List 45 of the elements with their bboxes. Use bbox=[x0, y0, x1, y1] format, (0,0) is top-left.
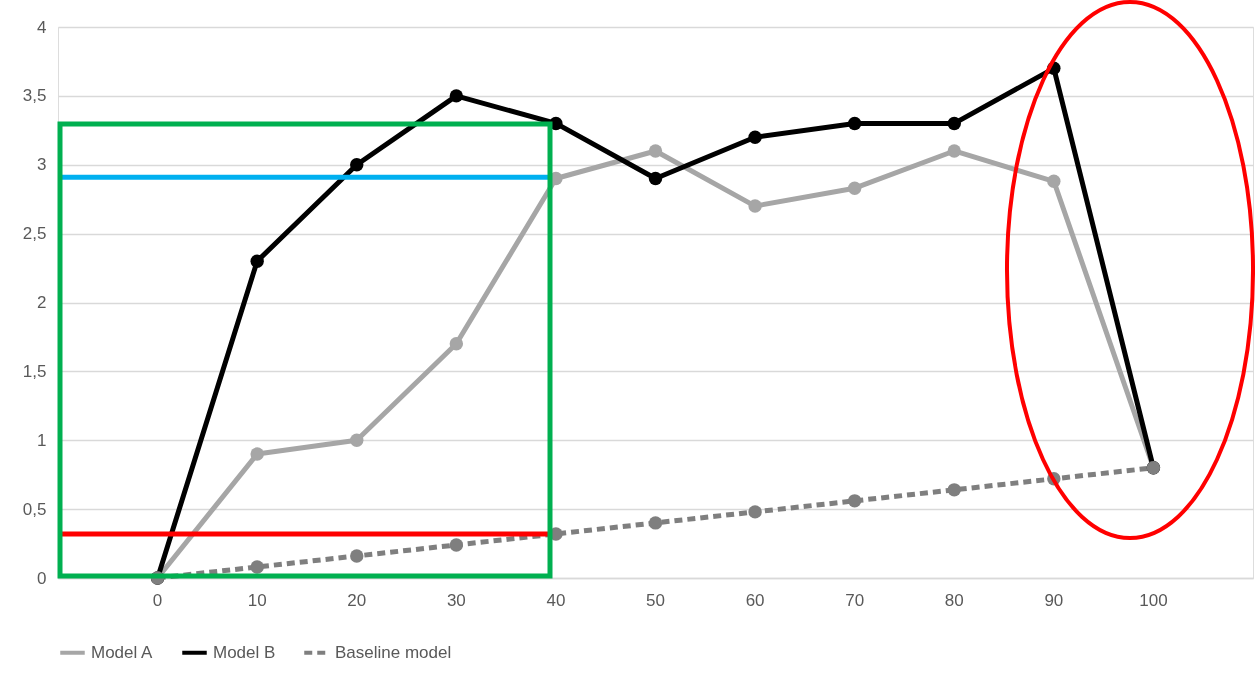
x-tick-label: 0 bbox=[152, 590, 163, 610]
point bbox=[847, 494, 862, 508]
point bbox=[648, 171, 663, 186]
point bbox=[748, 199, 762, 213]
x-tick-label: 40 bbox=[546, 590, 566, 610]
point bbox=[350, 433, 364, 447]
legend-label: Baseline model bbox=[335, 642, 452, 662]
y-tick-label: 3 bbox=[37, 155, 47, 175]
legend-label: Model B bbox=[213, 642, 276, 662]
y-tick-label: 1,5 bbox=[22, 361, 47, 381]
x-tick-label: 70 bbox=[845, 590, 865, 610]
point bbox=[847, 116, 862, 131]
point bbox=[449, 337, 464, 351]
x-tick-label: 90 bbox=[1044, 590, 1064, 610]
x-tick-label: 60 bbox=[745, 590, 765, 610]
point bbox=[947, 483, 961, 497]
y-tick-label: 0,5 bbox=[22, 499, 47, 519]
point bbox=[847, 181, 862, 195]
point bbox=[350, 158, 364, 172]
y-tick-label: 2 bbox=[37, 293, 47, 312]
point bbox=[648, 516, 663, 530]
y-tick-label: 4 bbox=[37, 17, 47, 37]
legend-label: Model A bbox=[91, 642, 154, 662]
point bbox=[748, 130, 762, 144]
y-tick-label: 2,5 bbox=[22, 224, 47, 244]
x-tick-label: 100 bbox=[1139, 590, 1168, 610]
x-tick-label: 50 bbox=[646, 590, 665, 610]
point bbox=[449, 538, 464, 552]
x-tick-label: 30 bbox=[446, 590, 466, 610]
point bbox=[947, 144, 961, 158]
y-tick-label: 1 bbox=[37, 430, 47, 450]
point bbox=[748, 505, 762, 519]
point bbox=[250, 254, 264, 268]
point bbox=[250, 560, 264, 574]
x-tick-label: 80 bbox=[944, 590, 964, 610]
point bbox=[250, 447, 264, 461]
x-tick-label: 10 bbox=[247, 590, 267, 610]
point bbox=[1047, 174, 1061, 188]
point bbox=[449, 89, 464, 103]
point bbox=[350, 549, 364, 563]
point bbox=[648, 144, 663, 158]
y-tick-label: 0 bbox=[37, 568, 47, 588]
x-tick-label: 20 bbox=[347, 590, 367, 610]
y-tick-label: 3,5 bbox=[22, 86, 47, 106]
point bbox=[947, 116, 961, 131]
